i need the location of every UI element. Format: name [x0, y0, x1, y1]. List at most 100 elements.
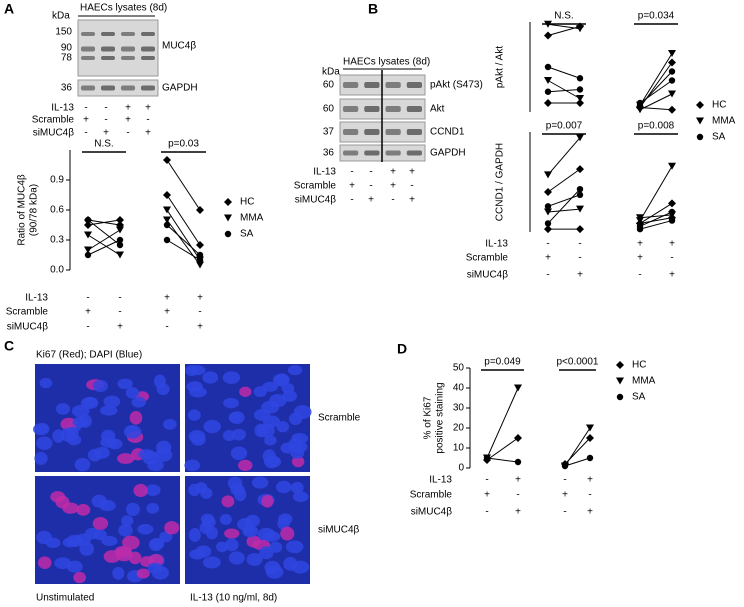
y-axis-label: Ratio of MUC4β [17, 174, 28, 246]
legend-label: HC [712, 100, 726, 111]
pair-line [486, 457, 519, 463]
condition-label: siMUC4β [295, 195, 337, 206]
nucleus [76, 503, 91, 516]
marker [116, 251, 124, 259]
nucleus [224, 528, 240, 539]
nucleus [222, 429, 236, 442]
condition-sign: - [578, 253, 581, 264]
nucleus [230, 446, 248, 460]
band [343, 129, 359, 135]
nucleus [118, 524, 133, 537]
marker [668, 213, 676, 222]
nucleus [264, 435, 277, 446]
marker [116, 216, 124, 224]
condition-label: IL-13 [313, 167, 336, 178]
condition-label: siMUC4β [7, 322, 49, 333]
nucleus [239, 386, 252, 397]
nucleus [188, 483, 201, 497]
nucleus [187, 409, 201, 421]
y-tick-label: 50 [453, 363, 465, 374]
marker [544, 63, 552, 71]
condition-sign: + [515, 475, 521, 486]
kda-marker: 60 [323, 104, 335, 115]
marker [576, 99, 584, 107]
legend-marker [616, 361, 624, 369]
pair-line [639, 214, 673, 219]
marker [668, 105, 676, 114]
nucleus [228, 551, 245, 565]
condition-sign: + [197, 293, 203, 304]
band [101, 32, 115, 36]
band [364, 82, 380, 88]
condition-sign: - [485, 475, 488, 486]
nucleus [80, 397, 99, 410]
marker [576, 165, 584, 174]
nucleus [151, 565, 169, 580]
condition-sign: + [125, 103, 131, 114]
condition-label: IL-13 [485, 239, 508, 250]
legend-marker [696, 117, 704, 125]
nucleus [291, 456, 305, 468]
marker [163, 216, 171, 224]
marker [586, 434, 594, 442]
band [121, 56, 135, 60]
marker [196, 206, 204, 214]
condition-sign: + [117, 322, 123, 333]
row-label: Scramble [318, 413, 361, 424]
nucleus [54, 557, 72, 570]
condition-label: Scramble [466, 253, 509, 264]
kda-label: kDa [52, 11, 70, 22]
panel-label: C [4, 338, 14, 354]
nucleus [281, 383, 295, 394]
marker [636, 214, 644, 222]
pair-line [547, 188, 581, 224]
band [101, 46, 115, 52]
nucleus [117, 378, 133, 390]
nucleus [62, 502, 79, 514]
y-axis-label: % of Ki67 [423, 396, 434, 439]
nucleus [225, 538, 239, 552]
legend-label: SA [632, 392, 646, 403]
marker [576, 75, 584, 82]
marker [116, 236, 124, 244]
marker [586, 424, 594, 432]
nucleus [101, 535, 118, 547]
marker [576, 191, 584, 199]
pair-line [87, 239, 121, 256]
marker [668, 199, 676, 208]
marker [544, 225, 552, 234]
y-axis-label: (90/78 kDa) [29, 184, 40, 236]
y-tick-label: 0.3 [50, 235, 64, 246]
nucleus [91, 494, 107, 508]
pair-line [547, 80, 581, 99]
nucleus [45, 537, 61, 549]
condition-sign: + [637, 253, 643, 264]
marker [668, 50, 676, 57]
nucleus [74, 457, 91, 472]
protein-label: MUC4β [162, 41, 196, 52]
marker [116, 241, 124, 249]
nucleus [290, 481, 304, 494]
band [385, 82, 401, 88]
kda-marker: 78 [61, 53, 73, 64]
protein-label: GAPDH [162, 83, 198, 94]
pair-line [486, 387, 519, 459]
nucleus [163, 418, 177, 430]
condition-sign: - [84, 103, 87, 114]
legend-marker [696, 133, 704, 141]
nucleus [231, 428, 246, 441]
condition-label: Scramble [410, 490, 453, 501]
nucleus [156, 383, 170, 396]
nucleus [254, 423, 268, 438]
condition-sign: - [638, 270, 641, 281]
nucleus [73, 571, 86, 584]
marker [483, 454, 491, 462]
nucleus [280, 526, 295, 541]
marker [196, 251, 204, 259]
nucleus [238, 459, 253, 472]
condition-sign: - [86, 293, 89, 304]
condition-sign: + [545, 253, 551, 264]
micrographs [32, 364, 312, 584]
pair-line [639, 166, 673, 221]
pair-line [564, 457, 591, 467]
